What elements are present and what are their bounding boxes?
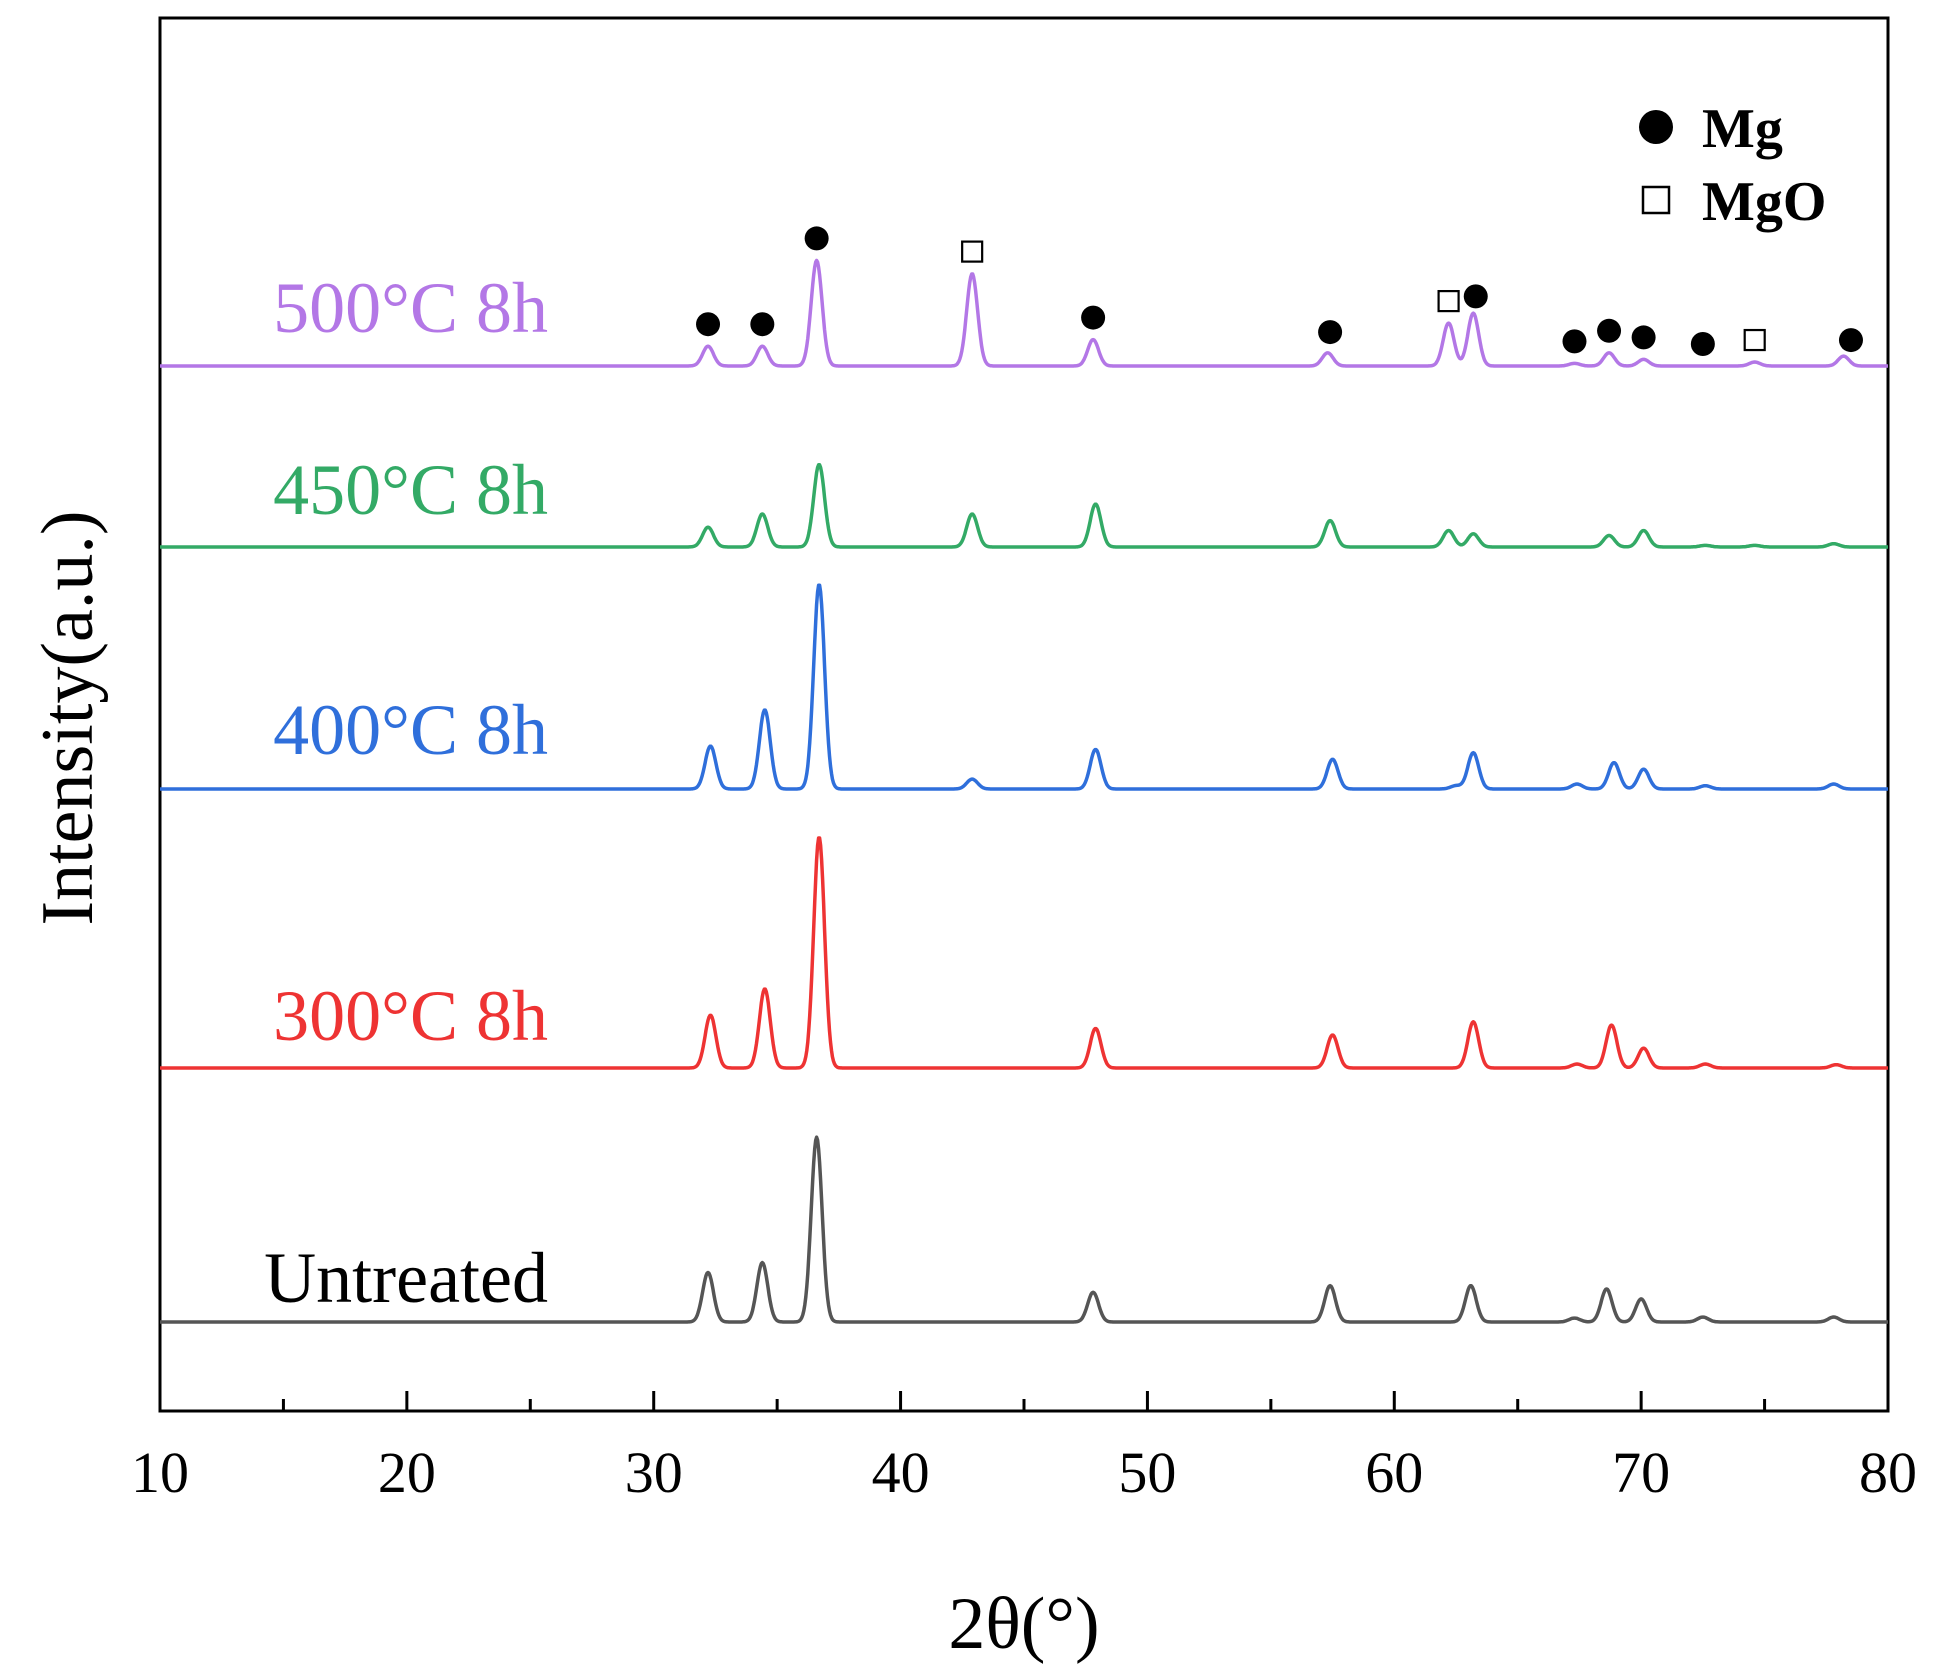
x-tick-label: 80	[1859, 1440, 1917, 1505]
x-tick-label: 60	[1365, 1440, 1423, 1505]
x-tick-label: 30	[625, 1440, 683, 1505]
legend: Mg MgO	[1639, 98, 1826, 233]
x-tick-label: 40	[872, 1440, 930, 1505]
x-tick-label: 50	[1118, 1440, 1176, 1505]
x-tick-label: 70	[1612, 1440, 1670, 1505]
series-label: 450°C 8h	[273, 450, 548, 530]
x-tick-label: 10	[131, 1440, 189, 1505]
mgo-marker	[1437, 289, 1460, 313]
mg-marker	[1081, 305, 1106, 330]
x-axis-title: 2θ(°)	[948, 1583, 1099, 1665]
y-axis-title: Intensity(a.u.)	[27, 510, 109, 925]
series-label: 500°C 8h	[273, 268, 548, 348]
mg-marker	[750, 312, 775, 337]
mgo-marker	[1743, 328, 1766, 352]
legend-mgo-marker	[1641, 185, 1671, 215]
series-line	[159, 463, 1889, 549]
mgo-marker	[961, 240, 984, 263]
mg-marker	[1597, 318, 1622, 343]
mg-marker	[1463, 284, 1488, 309]
legend-mg-label: Mg	[1702, 98, 1783, 160]
legend-mgo-label: MgO	[1702, 171, 1826, 233]
series-line	[159, 258, 1889, 368]
series-label: Untreated	[264, 1238, 548, 1318]
series-label: 300°C 8h	[273, 976, 548, 1056]
phase-markers	[696, 226, 1863, 356]
series-line	[159, 1135, 1889, 1324]
mg-marker	[1631, 325, 1656, 350]
series-lines	[159, 258, 1889, 1324]
series-label: 400°C 8h	[273, 690, 548, 770]
mg-marker	[804, 226, 829, 251]
mg-marker	[696, 312, 721, 337]
x-axis-ticks	[281, 1391, 1767, 1411]
mg-marker	[1562, 329, 1587, 354]
series-line	[159, 583, 1889, 791]
mg-marker	[1318, 320, 1343, 345]
x-tick-label: 20	[378, 1440, 436, 1505]
series-line	[159, 836, 1889, 1070]
x-axis-tick-labels: 10 20 30 40 50 60 70 80	[131, 1440, 1917, 1505]
series-labels: Untreated 300°C 8h 400°C 8h 450°C 8h 500°C 8…	[264, 268, 548, 1318]
mg-marker	[1690, 332, 1715, 356]
legend-mg-marker	[1639, 110, 1673, 144]
mg-marker	[1838, 328, 1863, 353]
